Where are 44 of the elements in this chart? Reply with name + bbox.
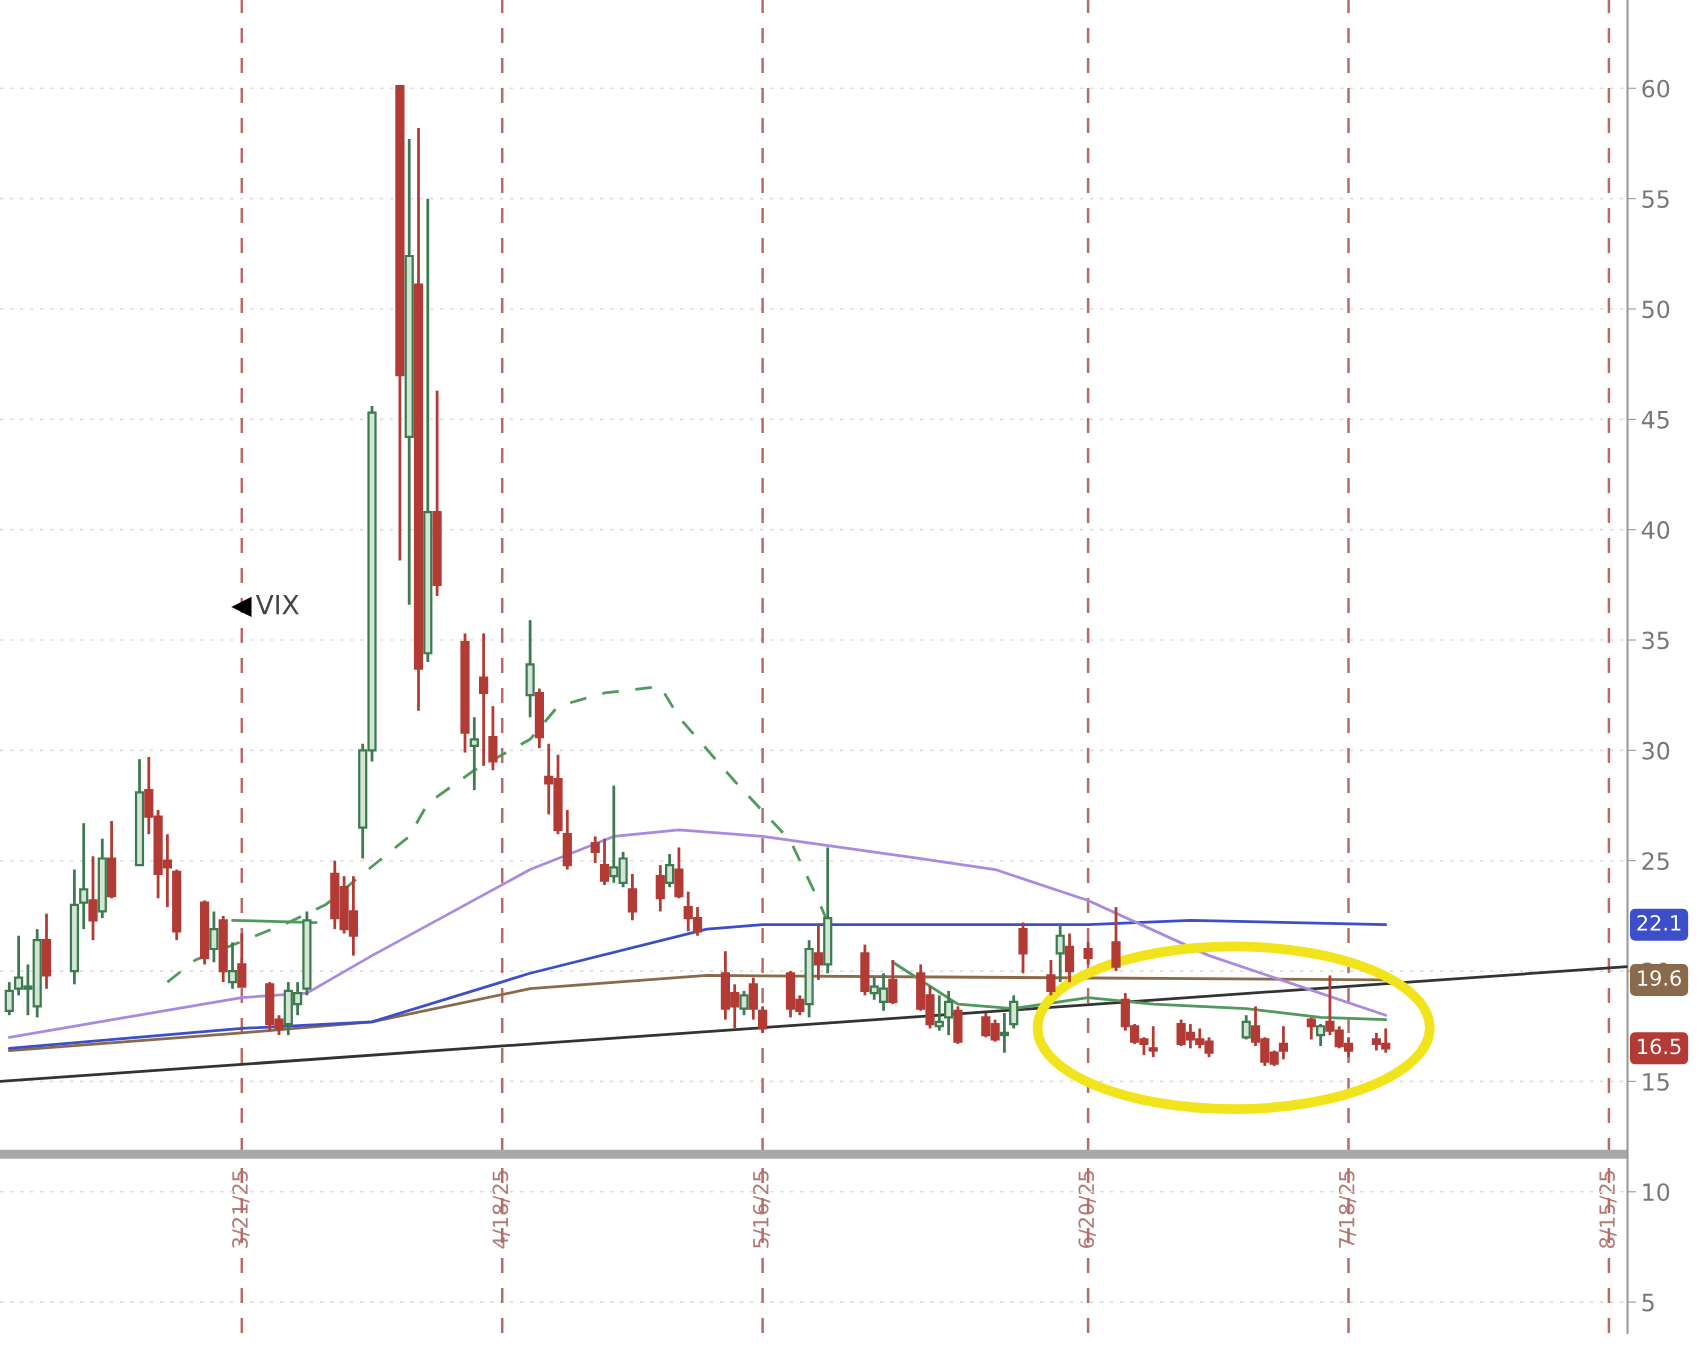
- candlestick: [1316, 1022, 1326, 1048]
- candlestick: [627, 872, 638, 922]
- y-tick-label: 15: [1643, 1073, 1669, 1091]
- annotation: VIX: [255, 594, 299, 615]
- text: 16.5: [1638, 1038, 1681, 1055]
- line-series: [7, 918, 1388, 1050]
- candlestick: [999, 1011, 1010, 1055]
- candlestick: [1278, 1024, 1289, 1061]
- text: 22.1: [1637, 915, 1681, 931]
- candlestick: [888, 958, 898, 1006]
- candlestick: [1241, 1013, 1251, 1041]
- candlestick: [590, 835, 600, 865]
- candlestick: [655, 863, 665, 913]
- y-tick-label: 55: [1642, 190, 1669, 208]
- y-tick-label: 50: [1642, 300, 1670, 319]
- candlestick: [1148, 1024, 1158, 1059]
- candlestick: [1046, 958, 1056, 997]
- text: 19.6: [1638, 970, 1681, 986]
- candlestick: [1306, 1016, 1316, 1041]
- candlestick: [739, 989, 749, 1017]
- candlestick: [944, 989, 954, 1037]
- y-tick-label: 45: [1641, 411, 1669, 429]
- y-tick-label: 25: [1642, 852, 1669, 871]
- y-tick-label: 10: [1643, 1183, 1670, 1202]
- candlestick: [1083, 940, 1093, 966]
- y-tick-label: 40: [1641, 521, 1670, 539]
- candlestick: [758, 1004, 768, 1035]
- candlestick: [227, 940, 238, 991]
- y-tick-label: 30: [1642, 741, 1670, 760]
- x-tick-label: 7/18/25: [1338, 1170, 1357, 1248]
- candlestick: [479, 632, 489, 768]
- x-tick-label: 5/16/25: [752, 1170, 771, 1248]
- candlestick: [4, 980, 14, 1017]
- candlestick: [88, 854, 98, 942]
- y-tick-label: 60: [1642, 79, 1670, 98]
- y-tick-label: 5: [1642, 1293, 1654, 1312]
- candlestick: [209, 910, 219, 964]
- candlestick: [813, 923, 824, 982]
- candlestick: [237, 932, 247, 988]
- y-tick-label: 35: [1642, 631, 1669, 650]
- line-series: [7, 828, 1388, 1039]
- candlestick: [1009, 993, 1019, 1030]
- candlestick: [599, 837, 610, 887]
- candlestick: [934, 993, 944, 1033]
